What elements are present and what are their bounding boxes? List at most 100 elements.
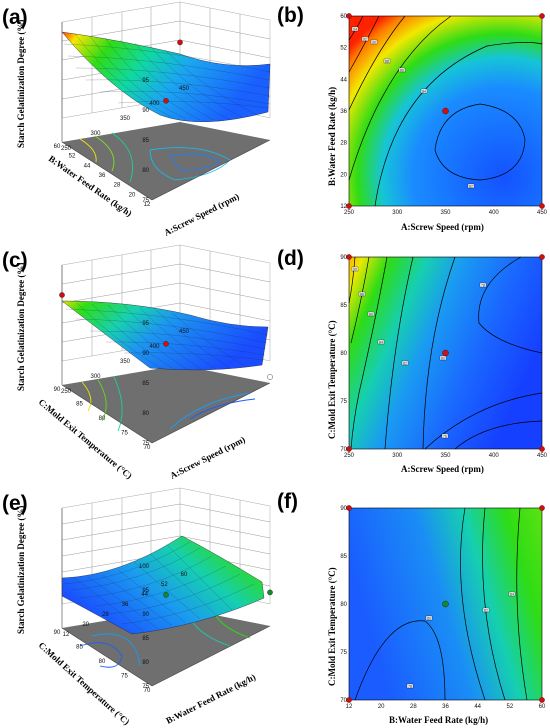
z-tick-label: 100 [139,564,150,570]
corner-design-point [346,697,352,703]
contour-label: 86 [369,312,373,316]
x-tick-label: 36 [122,602,129,608]
floor-contours [81,376,256,432]
x-axis-title: A:Screw Speed (rpm) [401,464,484,474]
chart-panel-d: 90 88 86 84 82 80 78 76 250 300 350 400 450 7… [275,243,550,485]
contour-label: 86 [400,68,404,72]
contour-label: 80 [427,616,431,620]
surface-mesh [63,541,255,633]
panel-label: (f) [277,490,298,513]
design-points [346,254,545,452]
z-tick-label: 90 [142,351,149,357]
y-axis-title: B:Water Feed Rate (kg/h) [327,87,337,186]
z-tick-label: 80 [142,411,149,417]
chart-panel-e: 12 20 28 36 44 52 60 70 75 80 85 90 75 80 85 90 95 100 (e… [0,486,275,728]
z-tick-label: 80 [142,660,149,666]
x-tick-label: 350 [120,359,131,365]
y-tick-label: 28 [114,183,121,189]
design-points [163,39,183,104]
y-axis-title: C:Mold Exit Temperature (°C) [327,320,337,439]
x-tick-label: 52 [506,704,513,710]
corner-design-point [346,13,352,19]
center-design-point [442,600,449,608]
chart-panel-f: 84 82 80 78 12 20 28 36 44 52 60 70 75 80 85 90 (f)… [275,486,550,728]
x-tick-label: 12 [63,632,70,638]
x-tick-label: 350 [120,116,131,122]
contour-label: 90 [372,40,376,44]
surface-mesh [65,302,269,371]
x-tick-label: 450 [537,453,548,459]
z-axis-title: Starch Gelatinization Degree (%) [16,20,26,148]
z-tick-label: 85 [142,138,149,144]
y-tick-label: 75 [121,674,128,680]
y-tick-label: 70 [144,445,151,451]
panel-label: (e) [2,492,28,515]
x-axis-title: A:Screw Speed (rpm) [401,222,484,232]
x-tick-label: 300 [392,453,403,459]
chart-panel-c: 250 300 350 400 450 70 75 80 85 90 75 80 85 90 95 (c) … [0,243,275,485]
corner-design-point [346,505,352,511]
surface-mesh [63,33,271,121]
y-tick-label: 85 [76,402,83,408]
design-point [59,292,65,298]
x-tick-label: 250 [61,389,72,395]
z-tick-label: 75 [142,198,149,204]
y-tick-label: 80 [340,602,347,608]
z-axis-title: Starch Gelatinization Degree (%) [16,263,26,391]
x-tick-label: 350 [440,210,451,216]
contour-label: 78 [408,684,412,688]
y-tick-label: 70 [340,447,347,453]
y-tick-label: 90 [340,255,347,261]
y-tick-label: 85 [340,554,347,560]
y-tick-label: 12 [144,202,151,208]
z-tick-label: 75 [142,441,149,447]
contour-label: 82 [403,361,407,365]
floor-plane [62,122,270,200]
corner-design-point [539,254,545,260]
corner-design-point [539,203,545,209]
chart-panel-b: 94 92 90 88 86 84 82 250 300 350 400 450 12 20… [275,0,550,242]
x-tick-label: 300 [90,131,101,137]
z-tick-label: 85 [142,381,149,387]
z-tick-label: 90 [142,108,149,114]
corner-design-point [346,446,352,452]
contour-label: 90 [353,267,357,271]
tick-labels: 250 300 350 400 450 12 20 28 36 44 52 60 75 80 85 90 95 [54,78,190,208]
tick-labels: 250 300 350 400 450 70 75 80 85 90 [340,255,547,459]
x-tick-label: 12 [346,704,353,710]
design-point [163,98,169,104]
x-tick-label: 350 [440,453,451,459]
x-tick-label: 44 [474,704,481,710]
design-point [267,374,273,380]
contour-label: 82 [469,184,473,188]
panel-label: (c) [2,249,28,272]
x-tick-label: 300 [392,210,403,216]
response-surface [61,535,265,635]
floor-plane [62,608,270,686]
design-point [163,592,169,598]
corner-design-point [539,446,545,452]
x-axis-title: A:Screw Speed (rpm) [162,191,240,238]
y-tick-label: 90 [340,506,347,512]
corner-design-point [539,697,545,703]
contour-label: 88 [385,59,389,63]
y-tick-label: 85 [340,303,347,309]
x-tick-label: 450 [537,210,548,216]
x-tick-label: 20 [82,622,89,628]
surface-plot-a: 250300350400450122028364452607580859095 … [2,1,271,238]
contour-label: 88 [360,292,364,296]
contour-lines [348,256,543,450]
tick-labels: 12 20 28 36 44 52 60 70 75 80 85 90 [340,506,546,710]
floor-contours [79,132,231,183]
x-tick-label: 400 [149,344,160,350]
y-tick-label: 20 [129,192,136,198]
y-tick-label: 44 [340,77,347,83]
y-tick-label: 52 [340,46,347,52]
y-tick-label: 80 [99,659,106,665]
y-tick-label: 36 [340,109,347,115]
corner-design-point [346,203,352,209]
x-tick-label: 44 [141,592,148,598]
x-tick-label: 60 [539,704,546,710]
